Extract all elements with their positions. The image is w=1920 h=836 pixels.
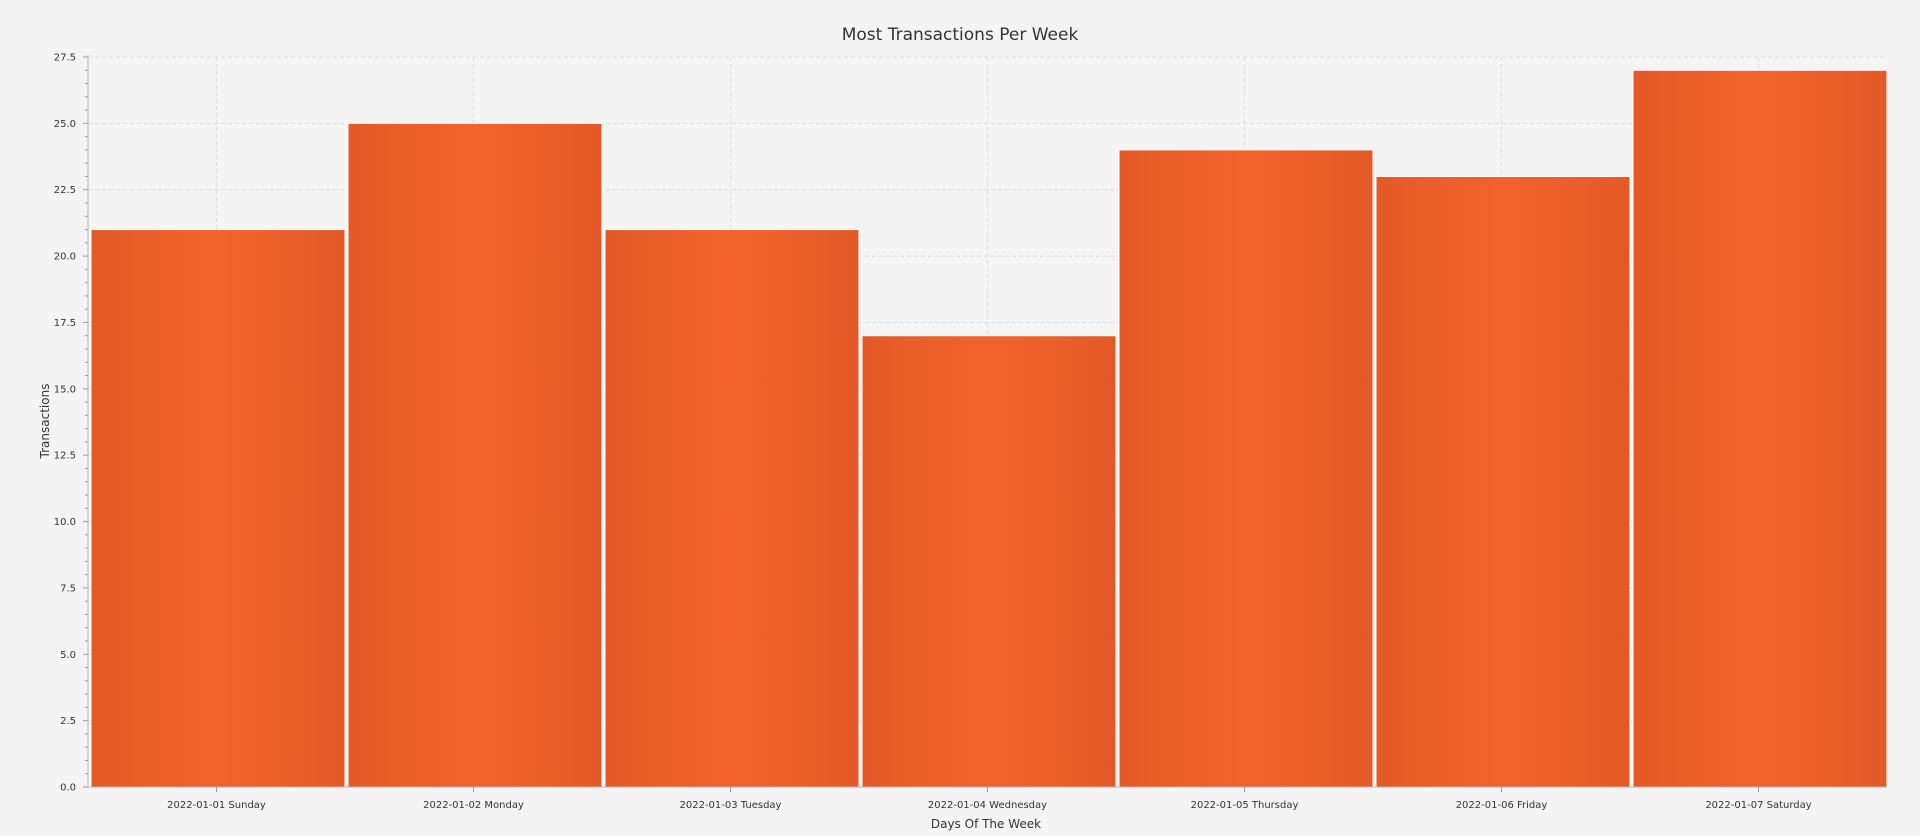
bar-7[interactable] [1632,69,1888,788]
y-tick-label: 27.5 [54,53,76,64]
x-tick-label: 2022-01-07 Saturday [1705,800,1811,811]
x-tick-label: 2022-01-02 Monday [423,800,524,811]
y-tick-label: 12.5 [54,451,76,462]
y-tick-label: 7.5 [60,583,76,594]
y-tick-label: 15.0 [54,384,76,395]
y-tick-label: 17.5 [54,318,76,329]
bars [90,69,1888,788]
chart-title: Most Transactions Per Week [842,25,1079,45]
bar-4[interactable] [861,335,1117,788]
bar-6[interactable] [1375,175,1631,788]
x-axis-title: Days Of The Week [931,817,1041,831]
x-tick-label: 2022-01-03 Tuesday [680,800,782,811]
x-tick-label: 2022-01-06 Friday [1456,800,1548,811]
y-tick-label: 22.5 [54,185,76,196]
bar-5[interactable] [1118,149,1374,788]
y-tick-label: 0.0 [60,783,76,794]
y-tick-label: 10.0 [54,517,76,528]
y-tick-label: 5.0 [60,650,76,661]
y-tick-label: 25.0 [54,119,76,130]
x-tick-label: 2022-01-04 Wednesday [928,800,1047,811]
bar-2[interactable] [347,122,603,788]
x-tick-label: 2022-01-01 Sunday [167,800,266,811]
y-tick-label: 2.5 [60,716,76,727]
axes: 0.0 2.5 5.0 7.5 10.0 12.5 15.0 17.5 20.0 22.5 25.0… [54,53,1887,811]
bar-3[interactable] [604,229,860,788]
y-tick-label: 20.0 [54,252,76,263]
x-tick-label: 2022-01-05 Thursday [1191,800,1299,811]
bar-1[interactable] [90,229,346,788]
y-axis-title: Transactions [38,384,52,460]
